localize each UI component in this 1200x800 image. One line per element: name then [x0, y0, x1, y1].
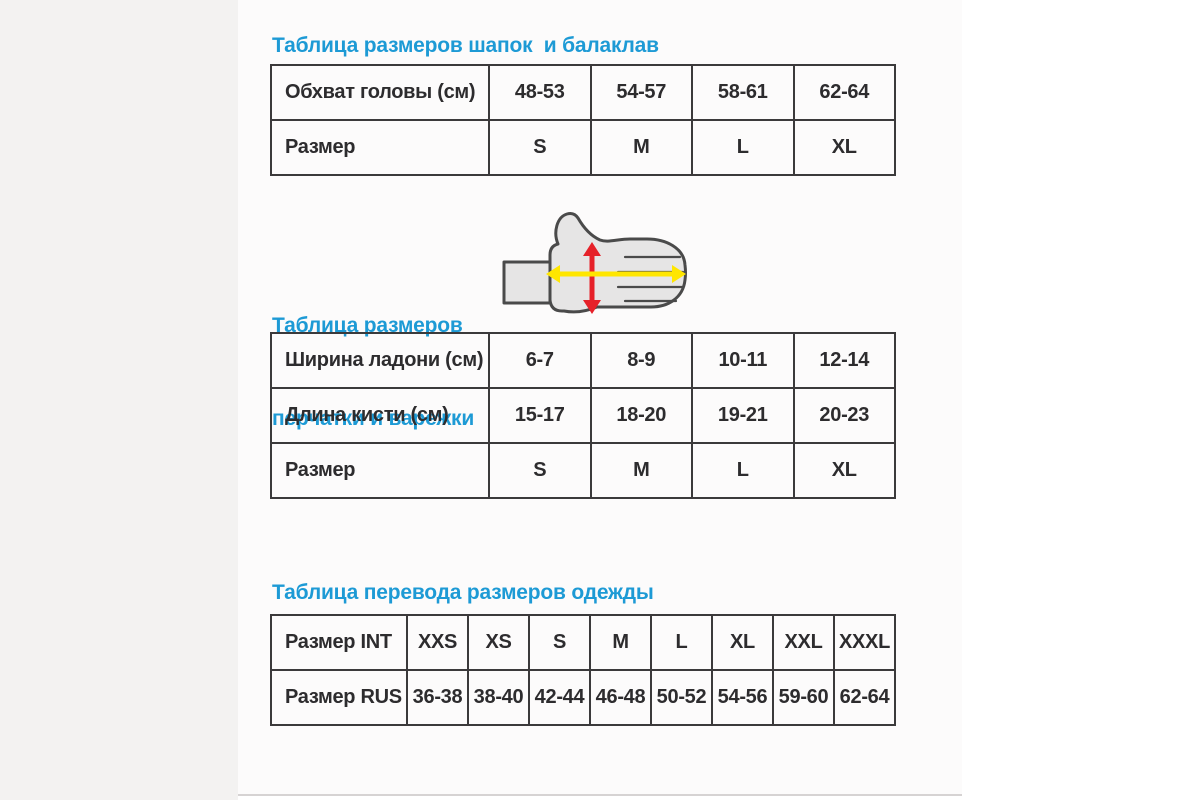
table-cell: 62-64 [833, 669, 896, 726]
glove-cuff [502, 260, 552, 305]
glove-hand [548, 212, 687, 314]
row-label-cell: Обхват головы (см) [270, 64, 490, 121]
glove-measure-icon [502, 212, 687, 314]
table-cell: 19-21 [691, 387, 795, 444]
table-cell: 58-61 [691, 64, 795, 121]
table-cell: 50-52 [650, 669, 713, 726]
table-cell: 20-23 [792, 387, 896, 444]
hats-section-title: Таблица размеров шапок и балаклав [272, 34, 659, 57]
table-row: Обхват головы (см) 48-53 54-57 58-61 62-… [270, 64, 896, 121]
row-label-cell: Ширина ладони (см) [270, 332, 490, 389]
table-cell: 62-64 [792, 64, 896, 121]
table-cell: M [589, 119, 693, 176]
table-cell: XL [792, 119, 896, 176]
table-cell: 42-44 [528, 669, 591, 726]
row-label-cell: Размер [270, 442, 490, 499]
table-cell: XS [467, 614, 530, 671]
clothing-section-title: Таблица перевода размеров одежды [272, 581, 654, 604]
table-cell: L [691, 119, 795, 176]
table-cell: L [650, 614, 713, 671]
table-cell: S [488, 119, 592, 176]
table-row: Размер S M L XL [270, 442, 896, 499]
table-cell: 54-56 [711, 669, 774, 726]
table-cell: 54-57 [589, 64, 693, 121]
table-cell: 46-48 [589, 669, 652, 726]
table-cell: XXXL [833, 614, 896, 671]
table-cell: 12-14 [792, 332, 896, 389]
palm-width-arrow [583, 242, 601, 314]
table-row: Длина кисти (см) 15-17 18-20 19-21 20-23 [270, 387, 896, 444]
page-left-margin [0, 0, 238, 800]
table-row: Размер INT XXS XS S M L XL XXL XXXL [270, 614, 896, 671]
table-row: Размер RUS 36-38 38-40 42-44 46-48 50-52… [270, 669, 896, 726]
row-label-cell: Размер [270, 119, 490, 176]
row-label-cell: Размер RUS [270, 669, 408, 726]
table-cell: XL [792, 442, 896, 499]
table-cell: 38-40 [467, 669, 530, 726]
table-cell: XXL [772, 614, 835, 671]
table-cell: S [488, 442, 592, 499]
table-cell: XXS [406, 614, 469, 671]
hand-length-arrow [546, 265, 686, 283]
table-cell: 18-20 [589, 387, 693, 444]
table-cell: S [528, 614, 591, 671]
table-row: Ширина ладони (см) 6-7 8-9 10-11 12-14 [270, 332, 896, 389]
table-cell: 8-9 [589, 332, 693, 389]
table-cell: 10-11 [691, 332, 795, 389]
table-row: Размер S M L XL [270, 119, 896, 176]
row-label-cell: Длина кисти (см) [270, 387, 490, 444]
table-cell: L [691, 442, 795, 499]
table-cell: M [589, 442, 693, 499]
glove-illustration [500, 210, 690, 320]
table-cell: XL [711, 614, 774, 671]
table-cell: 59-60 [772, 669, 835, 726]
gloves-title-line1: Таблица размеров [272, 314, 463, 337]
row-label-cell: Размер INT [270, 614, 408, 671]
table-cell: 6-7 [488, 332, 592, 389]
table-cell: 48-53 [488, 64, 592, 121]
table-cell: 36-38 [406, 669, 469, 726]
gloves-size-table: Ширина ладони (см) 6-7 8-9 10-11 12-14 Д… [270, 332, 896, 499]
hats-size-table: Обхват головы (см) 48-53 54-57 58-61 62-… [270, 64, 896, 176]
table-cell: 15-17 [488, 387, 592, 444]
table-cell: M [589, 614, 652, 671]
clothing-size-table: Размер INT XXS XS S M L XL XXL XXXL Разм… [270, 614, 896, 726]
